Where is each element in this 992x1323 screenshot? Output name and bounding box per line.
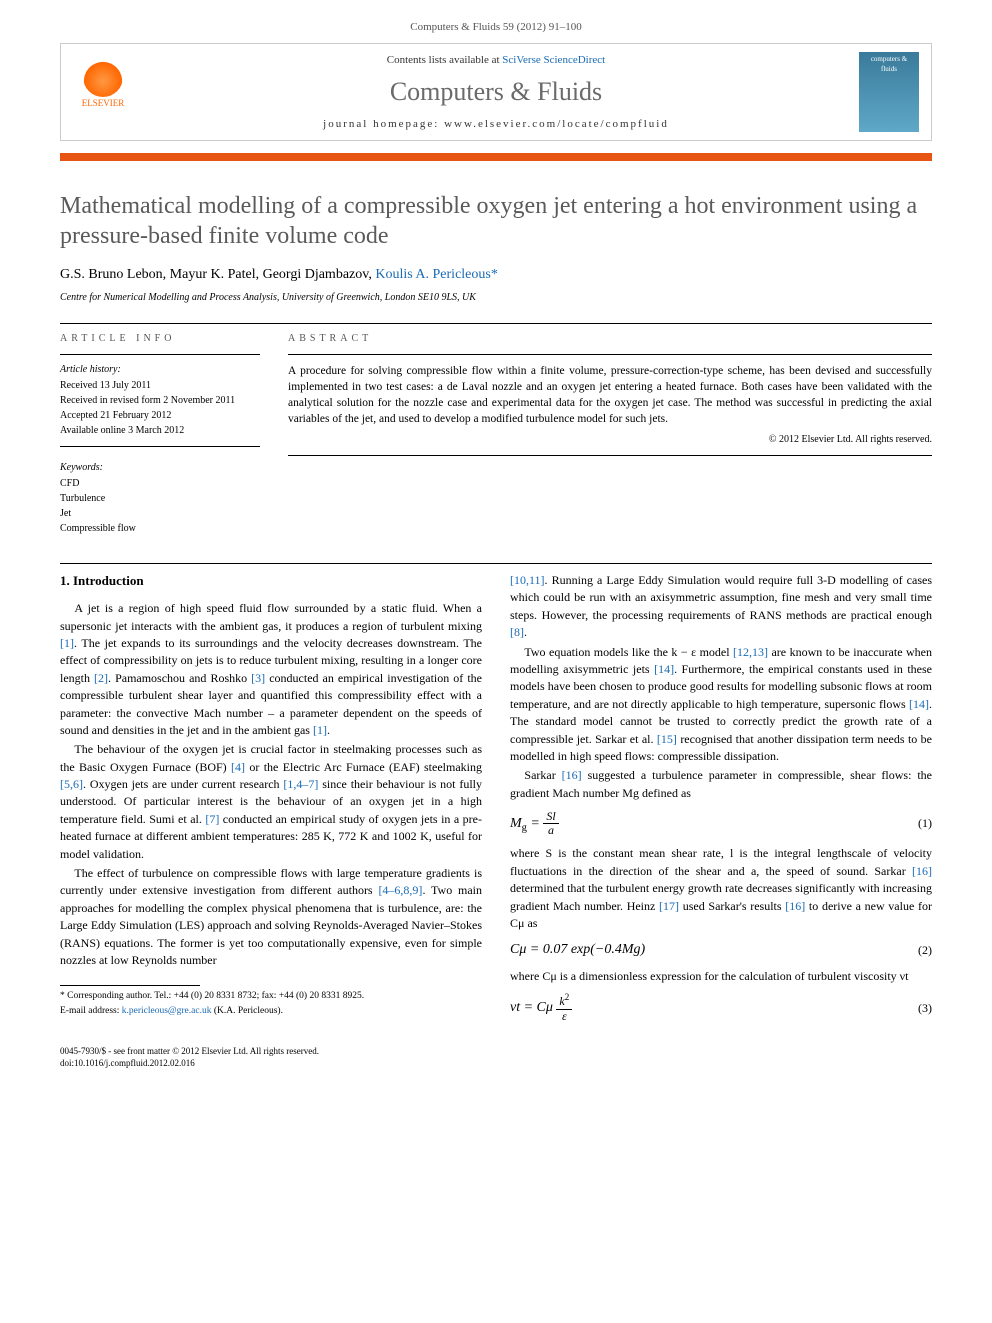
citation-link[interactable]: [2] [94, 671, 108, 685]
email-label: E-mail address: [60, 1006, 122, 1016]
citation-link[interactable]: [16] [912, 864, 932, 878]
sciencedirect-link[interactable]: SciVerse ScienceDirect [502, 54, 605, 66]
eq1-number: (1) [918, 815, 932, 832]
abstract-copyright: © 2012 Elsevier Ltd. All rights reserved… [288, 433, 932, 447]
citation-link[interactable]: [4–6,8,9] [378, 883, 422, 897]
accent-rule [60, 153, 932, 161]
citation-link[interactable]: [16] [562, 768, 582, 782]
history-online: Available online 3 March 2012 [60, 424, 260, 438]
citation-link[interactable]: [5,6] [60, 777, 83, 791]
eq3-number: (3) [918, 1000, 932, 1017]
history-label: Article history: [60, 363, 260, 377]
body-paragraph: Two equation models like the k − ε model… [510, 644, 932, 766]
equation-2: Cμ = 0.07 exp(−0.4Mg) (2) [510, 940, 932, 960]
body-paragraph: The behaviour of the oxygen jet is cruci… [60, 741, 482, 863]
history-received: Received 13 July 2011 [60, 379, 260, 393]
issn-line: 0045-7930/$ - see front matter © 2012 El… [60, 1045, 932, 1058]
abstract-label: ABSTRACT [288, 332, 932, 346]
equation-1: Mg = Sla (1) [510, 810, 932, 837]
body-paragraph: Sarkar [16] suggested a turbulence param… [510, 767, 932, 802]
affiliation: Centre for Numerical Modelling and Proce… [60, 291, 932, 305]
journal-title: Computers & Fluids [133, 74, 859, 110]
history-accepted: Accepted 21 February 2012 [60, 409, 260, 423]
publisher-name: ELSEVIER [82, 97, 125, 110]
keyword: Turbulence [60, 492, 260, 506]
citation-link[interactable]: [14] [909, 697, 929, 711]
email-suffix: (K.A. Pericleous). [211, 1006, 283, 1016]
header-box: ELSEVIER Contents lists available at Sci… [60, 43, 932, 141]
email-footnote: E-mail address: k.pericleous@gre.ac.uk (… [60, 1005, 482, 1018]
eq3-lhs: νt = Cμ [510, 1000, 553, 1015]
article-title: Mathematical modelling of a compressible… [60, 191, 932, 251]
separator [60, 323, 932, 324]
authors-plain: G.S. Bruno Lebon, Mayur K. Patel, Georgi… [60, 267, 375, 282]
section-heading-intro: 1. Introduction [60, 572, 482, 590]
eq3-sup: 2 [565, 992, 570, 1002]
authors-line: G.S. Bruno Lebon, Mayur K. Patel, Georgi… [60, 265, 932, 285]
eq2-number: (2) [918, 942, 932, 959]
citation-link[interactable]: [3] [251, 671, 265, 685]
footnote-separator [60, 985, 200, 986]
elsevier-logo: ELSEVIER [73, 57, 133, 127]
body-paragraph: The effect of turbulence on compressible… [60, 865, 482, 969]
article-info-label: ARTICLE INFO [60, 332, 260, 346]
keyword: Compressible flow [60, 522, 260, 536]
citation-link[interactable]: [1,4–7] [283, 777, 318, 791]
separator [288, 455, 932, 456]
citation-link[interactable]: [17] [659, 899, 679, 913]
citation-link[interactable]: [16] [785, 899, 805, 913]
citation-link[interactable]: [10,11] [510, 573, 545, 587]
citation-link[interactable]: [7] [205, 812, 219, 826]
journal-homepage: journal homepage: www.elsevier.com/locat… [133, 117, 859, 132]
citation-link[interactable]: [12,13] [733, 645, 768, 659]
equation-3: νt = Cμ k2ε (3) [510, 993, 932, 1022]
corresponding-author[interactable]: Koulis A. Pericleous [375, 267, 491, 282]
eq2-text: Cμ = 0.07 exp(−0.4Mg) [510, 940, 645, 960]
separator [60, 446, 260, 447]
eq3-den: ε [556, 1010, 572, 1023]
separator [60, 563, 932, 564]
separator [60, 354, 260, 355]
contents-prefix: Contents lists available at [387, 54, 502, 66]
eq1-den: a [543, 824, 558, 837]
keyword: Jet [60, 507, 260, 521]
corr-marker: * [491, 267, 498, 282]
email-link[interactable]: k.pericleous@gre.ac.uk [122, 1006, 212, 1016]
contents-line: Contents lists available at SciVerse Sci… [133, 53, 859, 68]
citation-link[interactable]: [8] [510, 625, 524, 639]
journal-cover-thumb: computers & fluids [859, 52, 919, 132]
citation-link[interactable]: [4] [231, 760, 245, 774]
citation-link[interactable]: [14] [654, 662, 674, 676]
eq1-lhs: M [510, 816, 522, 831]
history-revised: Received in revised form 2 November 2011 [60, 394, 260, 408]
body-paragraph: A jet is a region of high speed fluid fl… [60, 600, 482, 739]
body-paragraph: where S is the constant mean shear rate,… [510, 845, 932, 932]
keywords-label: Keywords: [60, 461, 260, 475]
abstract-text: A procedure for solving compressible flo… [288, 363, 932, 427]
body-paragraph: [10,11]. Running a Large Eddy Simulation… [510, 572, 932, 642]
eq1-sub: g [522, 823, 527, 834]
keyword: CFD [60, 477, 260, 491]
doi-line: doi:10.1016/j.compfluid.2012.02.016 [60, 1057, 932, 1070]
separator [288, 354, 932, 355]
journal-reference: Computers & Fluids 59 (2012) 91–100 [60, 20, 932, 35]
eq1-num: Sl [543, 810, 558, 824]
citation-link[interactable]: [15] [657, 732, 677, 746]
citation-link[interactable]: [1] [60, 636, 74, 650]
citation-link[interactable]: [1] [313, 723, 327, 737]
corr-footnote: * Corresponding author. Tel.: +44 (0) 20… [60, 990, 482, 1003]
elsevier-tree-icon [83, 57, 123, 97]
body-paragraph: where Cμ is a dimensionless expression f… [510, 968, 932, 985]
